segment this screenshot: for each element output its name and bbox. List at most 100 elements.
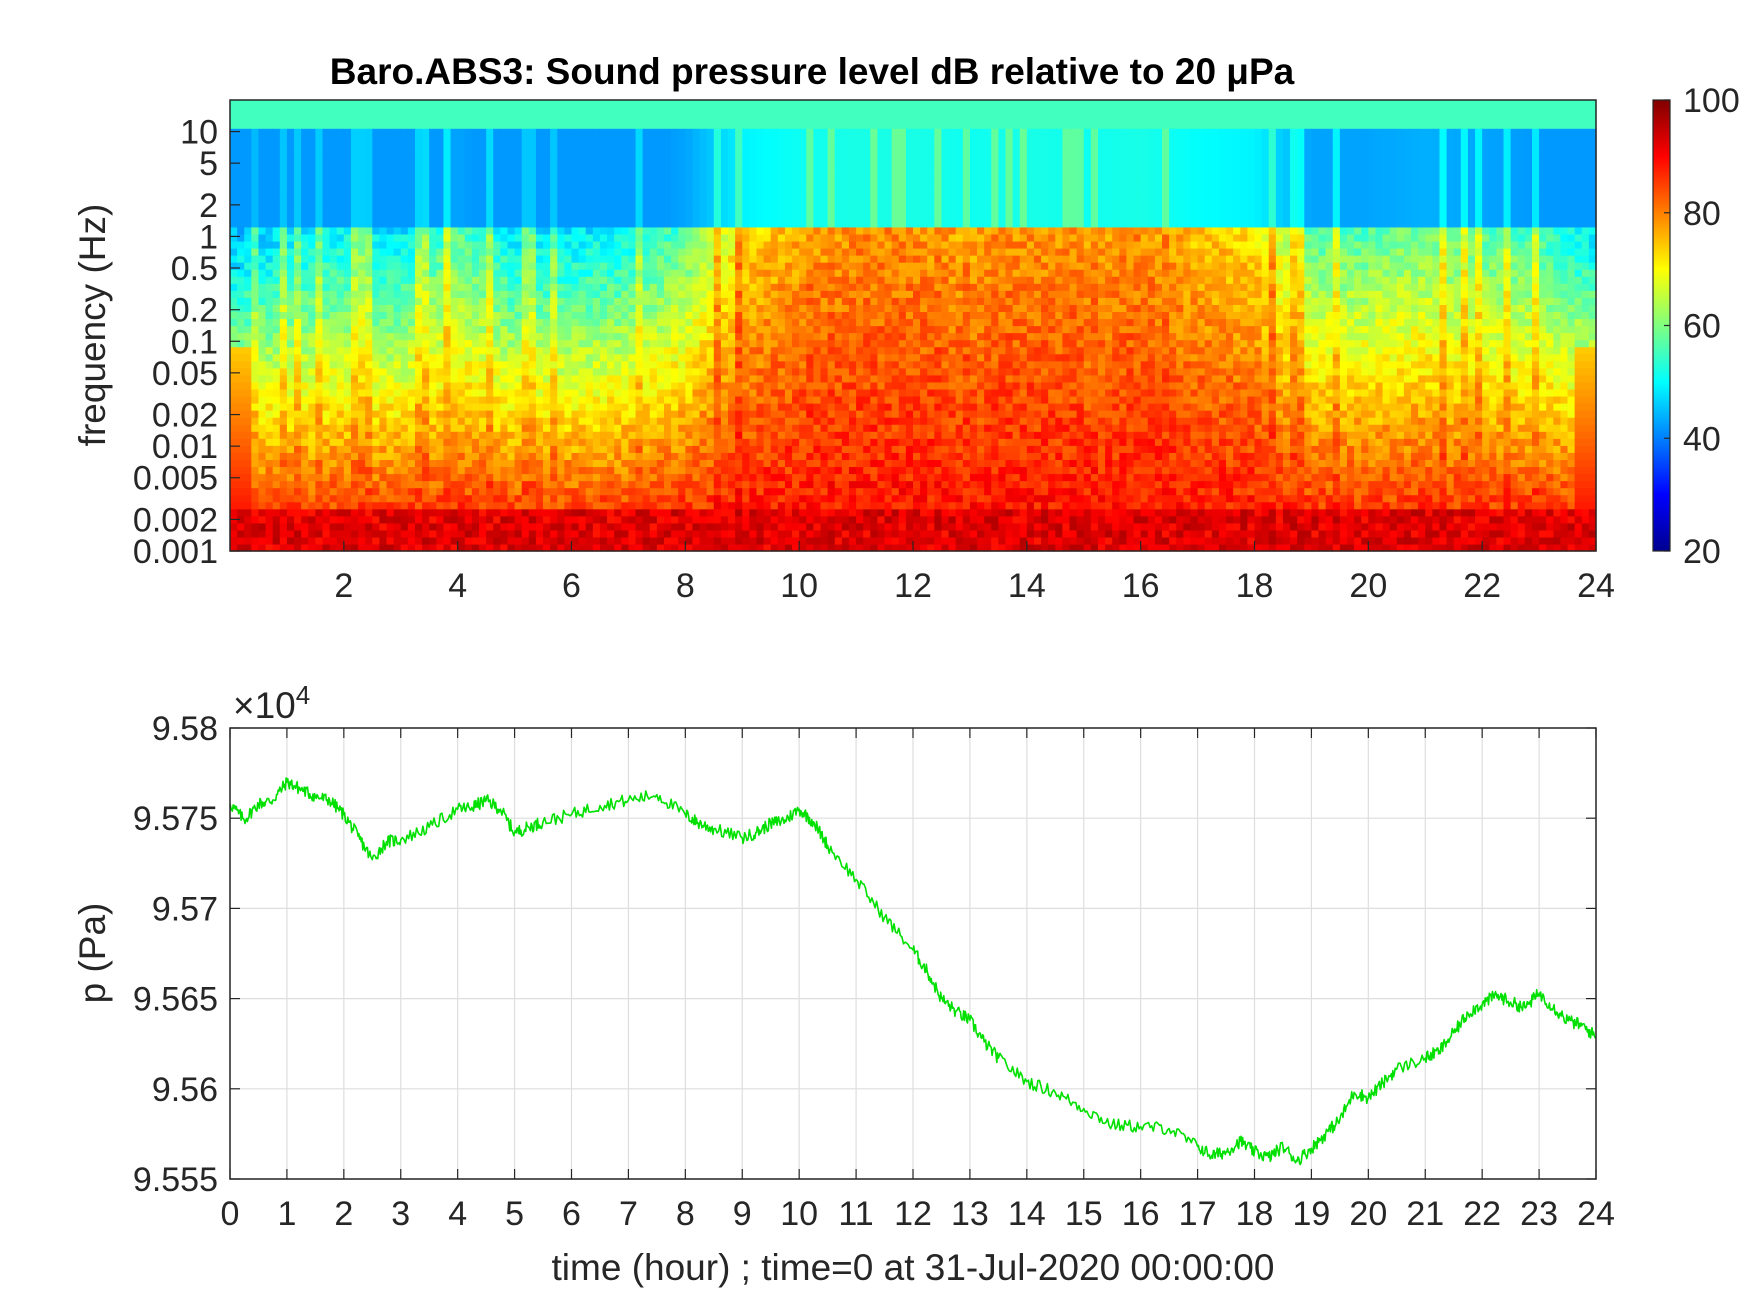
heatmap-cell [414, 283, 423, 291]
heatmap-cell [365, 233, 373, 242]
heatmap-cell [592, 367, 601, 376]
heatmap-cell [329, 388, 338, 397]
heatmap-cell [614, 276, 622, 284]
heatmap-cell [272, 114, 281, 122]
heatmap-cell [599, 135, 608, 143]
heatmap-cell [237, 276, 245, 284]
heatmap-cell [350, 247, 359, 256]
heatmap-cell [237, 128, 245, 136]
heatmap-cell [279, 536, 288, 545]
heatmap-cell [315, 283, 324, 291]
heatmap-cell [322, 473, 331, 482]
heatmap-cell [343, 269, 352, 277]
heatmap-cell [414, 100, 423, 108]
heatmap-cell [585, 247, 594, 256]
heatmap-cell [713, 212, 722, 221]
heatmap-cell [258, 311, 267, 320]
heatmap-cell [614, 128, 622, 136]
heatmap-cell [706, 424, 715, 432]
heatmap-cell [365, 381, 373, 390]
heatmap-cell [735, 529, 743, 538]
heatmap-cell [578, 452, 587, 460]
heatmap-cell [486, 466, 494, 475]
heatmap-cell [358, 529, 366, 538]
heatmap-cell [443, 226, 452, 235]
heatmap-cell [500, 473, 509, 482]
heatmap-cell [599, 163, 608, 172]
heatmap-cell [336, 205, 345, 214]
heatmap-cell [436, 149, 445, 157]
heatmap-cell [308, 114, 316, 122]
heatmap-cell [635, 480, 644, 489]
heatmap-cell [407, 100, 416, 108]
heatmap-cell [699, 283, 708, 291]
heatmap-cell [585, 283, 594, 291]
heatmap-cell [450, 417, 459, 425]
heatmap-cell [656, 487, 665, 496]
heatmap-cell [386, 473, 395, 482]
heatmap-cell [251, 149, 260, 157]
heatmap-cell [230, 332, 238, 341]
heatmap-cell [585, 529, 594, 538]
heatmap-cell [350, 255, 359, 263]
heatmap-cell [329, 466, 338, 475]
heatmap-cell [457, 388, 466, 397]
heatmap-cell [407, 163, 416, 172]
heatmap-cell [585, 269, 594, 277]
heatmap-cell [237, 135, 245, 143]
heatmap-cell [294, 508, 302, 517]
heatmap-cell [706, 177, 715, 186]
heatmap-cell [301, 515, 309, 524]
heatmap-cell [663, 163, 672, 172]
heatmap-cell [308, 135, 316, 143]
heatmap-cell [422, 332, 430, 341]
heatmap-cell [656, 494, 665, 503]
heatmap-cell [329, 487, 338, 496]
heatmap-cell [557, 480, 565, 489]
heatmap-cell [237, 325, 245, 334]
heatmap-cell [301, 529, 309, 538]
heatmap-cell [358, 438, 366, 446]
heatmap-cell [436, 212, 445, 221]
heatmap-cell [663, 240, 672, 249]
heatmap-cell [286, 142, 295, 150]
heatmap-cell [507, 522, 516, 531]
heatmap-cell [720, 367, 729, 376]
heatmap-cell [336, 339, 345, 348]
heatmap-cell [507, 543, 516, 552]
heatmap-cell [429, 346, 437, 355]
heatmap-cell [329, 304, 338, 313]
heatmap-cell [308, 233, 316, 242]
heatmap-cell [763, 543, 772, 552]
heatmap-cell [336, 100, 345, 108]
heatmap-cell [770, 501, 779, 510]
heatmap-cell [450, 473, 459, 482]
heatmap-cell [493, 515, 501, 524]
heatmap-cell [436, 107, 445, 115]
heatmap-cell [258, 480, 267, 489]
heatmap-cell [735, 212, 743, 221]
heatmap-cell [407, 240, 416, 249]
heatmap-cell [443, 255, 452, 263]
heatmap-cell [585, 100, 594, 108]
heatmap-cell [237, 452, 245, 460]
heatmap-cell [436, 501, 445, 510]
heatmap-cell [642, 332, 651, 341]
heatmap-cell [564, 156, 573, 165]
heatmap-cell [777, 142, 786, 150]
heatmap-cell [301, 346, 309, 355]
heatmap-cell [678, 536, 686, 545]
heatmap-cell [628, 480, 637, 489]
heatmap-cell [450, 515, 459, 524]
heatmap-cell [443, 452, 452, 460]
heatmap-cell [414, 473, 423, 482]
heatmap-cell [720, 438, 729, 446]
heatmap-cell [471, 543, 480, 552]
heatmap-cell [436, 276, 445, 284]
heatmap-cell [713, 283, 722, 291]
heatmap-cell [692, 381, 701, 390]
heatmap-cell [521, 388, 530, 397]
heatmap-cell [763, 149, 772, 157]
heatmap-cell [578, 381, 587, 390]
heatmap-cell [607, 177, 615, 186]
